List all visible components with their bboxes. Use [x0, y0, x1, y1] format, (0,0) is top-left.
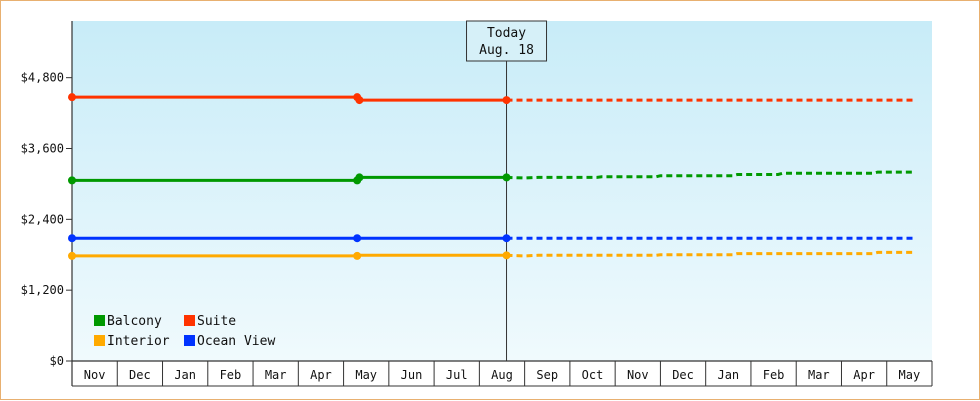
axes: [71, 21, 932, 387]
series-interior-point: [502, 251, 511, 260]
series-ocean-view-point: [502, 234, 511, 243]
x-tick-label: Apr: [310, 368, 332, 382]
x-tick-label: Jan: [174, 368, 196, 382]
x-tick-label: Jan: [717, 368, 739, 382]
series-interior-point: [353, 251, 362, 260]
x-tick-label: Nov: [627, 368, 649, 382]
legend-swatch-suite: [184, 315, 195, 326]
series-interior-point: [68, 251, 76, 260]
series-balcony-point: [68, 176, 76, 185]
today-marker: Today Aug. 18: [466, 20, 548, 361]
legend: Balcony Suite Interior Ocean View: [94, 314, 275, 349]
series-suite-point: [502, 96, 511, 105]
legend-label-balcony: Balcony: [107, 314, 162, 329]
x-axis-ticks: Nov Dec Jan Feb Mar Apr May Jun Jul Aug Sep Oct Nov D…: [71, 361, 933, 386]
today-date: Aug. 18: [479, 43, 534, 58]
legend-swatch-balcony: [94, 315, 105, 326]
x-tick-label: Mar: [808, 368, 830, 382]
x-tick-label: Aug: [491, 368, 513, 382]
x-tick-label: Apr: [853, 368, 875, 382]
series-interior-line: [72, 253, 507, 258]
series-balcony-point: [502, 173, 511, 182]
x-tick-label: Feb: [763, 368, 785, 382]
x-tick-label: Mar: [265, 368, 287, 382]
x-tick-label: Dec: [672, 368, 694, 382]
x-tick-label: May: [355, 368, 377, 382]
x-tick-label: Nov: [84, 368, 106, 382]
series-suite-point: [68, 93, 76, 102]
x-tick-label: Oct: [582, 368, 604, 382]
x-tick-label: Dec: [129, 368, 151, 382]
legend-label-ocean-view: Ocean View: [197, 334, 275, 349]
series-ocean-view-point: [353, 234, 362, 243]
x-tick-label: Jun: [401, 368, 423, 382]
series-suite-point: [355, 96, 364, 105]
legend-label-suite: Suite: [197, 314, 236, 329]
y-tick-label: $3,600: [21, 142, 64, 156]
x-tick-label: Sep: [536, 368, 558, 382]
legend-swatch-ocean-view: [184, 335, 195, 346]
y-tick-label: $2,400: [21, 212, 64, 226]
x-tick-label: Jul: [446, 368, 468, 382]
series-ocean-view-point: [68, 234, 76, 243]
y-tick-label: $4,800: [21, 71, 64, 85]
y-tick-label: $1,200: [21, 283, 64, 297]
series-interior-forecast: [506, 250, 914, 258]
series-group: [68, 93, 914, 260]
today-label: Today: [487, 26, 526, 41]
series-balcony-forecast: [506, 170, 914, 180]
x-tick-label: Feb: [220, 368, 242, 382]
legend-label-interior: Interior: [107, 334, 170, 349]
y-axis-ticks: $0 $1,200 $2,400 $3,600 $4,800: [21, 71, 72, 368]
today-box: [466, 20, 548, 62]
legend-swatch-interior: [94, 335, 105, 346]
series-balcony-point: [355, 173, 364, 182]
plot-area: [72, 21, 932, 361]
x-tick-label: May: [899, 368, 921, 382]
y-tick-label: $0: [50, 354, 64, 368]
